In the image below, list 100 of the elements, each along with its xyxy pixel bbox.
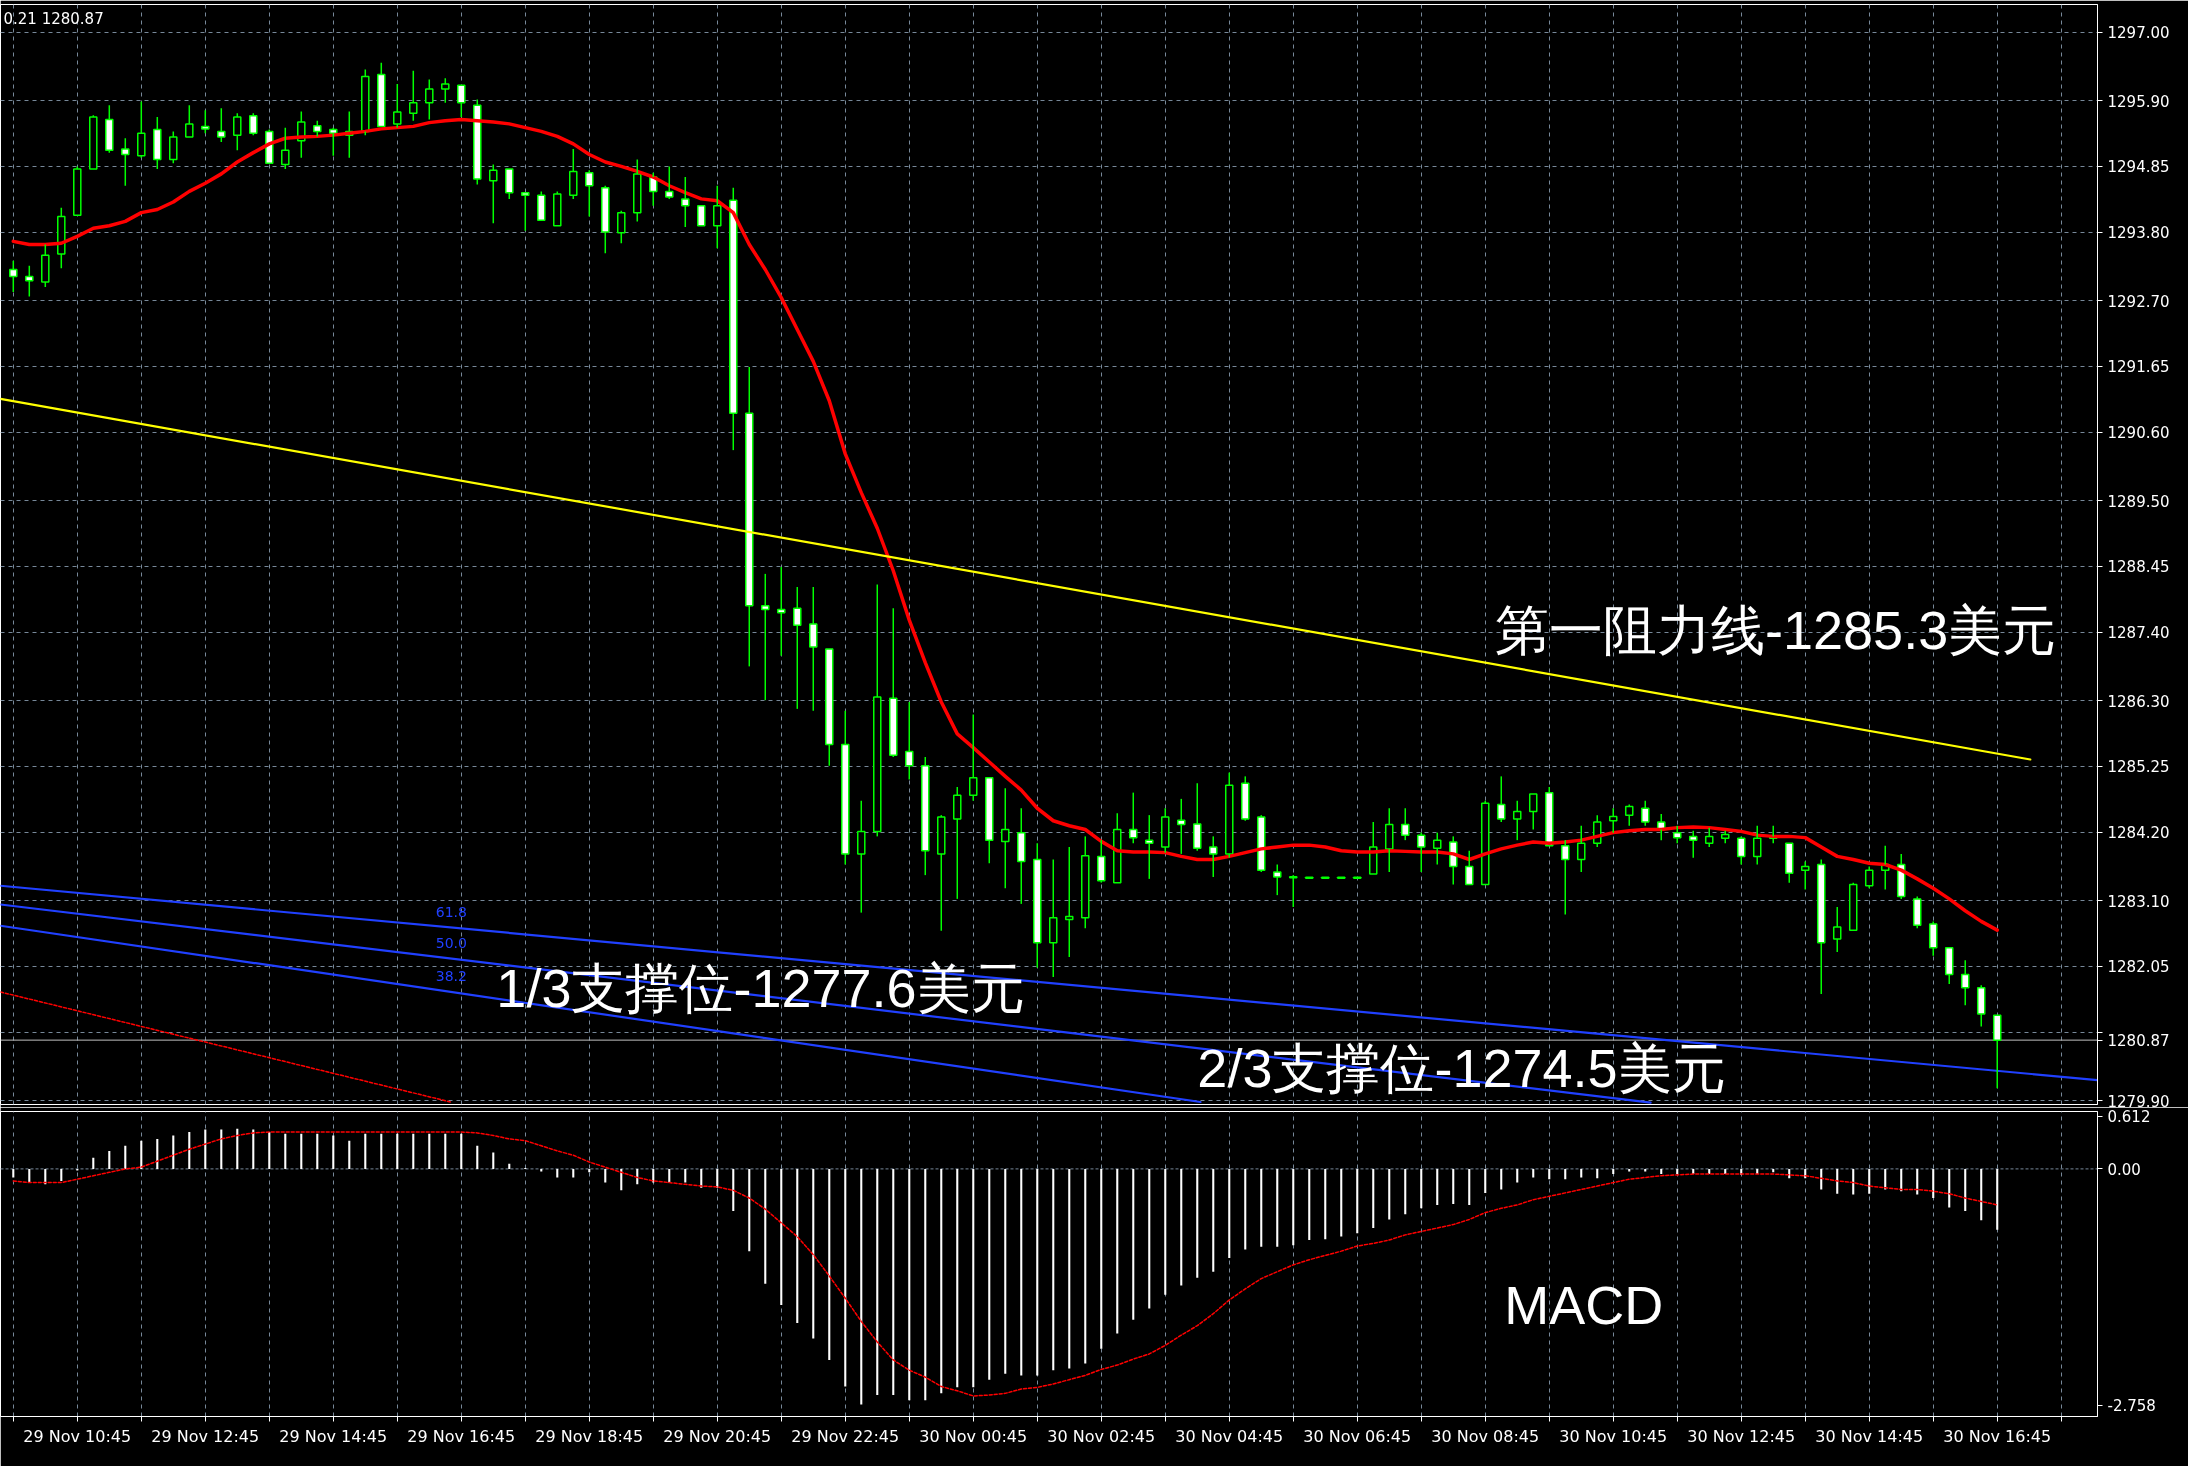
bar (1260, 1168, 1263, 1247)
bar (1052, 1168, 1055, 1371)
x-tick-label: 29 Nov 12:45 (151, 1426, 260, 1446)
bar (1564, 1168, 1567, 1180)
y-tick-label: 1283.10 (2107, 892, 2170, 911)
candlestick (1049, 858, 1058, 978)
bar (268, 1132, 271, 1169)
y-tick-label: 1282.05 (2107, 958, 2170, 977)
ref-line-label: 1280.87 (2107, 1032, 2170, 1051)
bar (492, 1152, 495, 1169)
x-tick-label: 30 Nov 16:45 (1943, 1426, 2052, 1446)
x-tick-label: 29 Nov 10:45 (23, 1426, 132, 1446)
bar (300, 1133, 303, 1169)
bar (1324, 1168, 1327, 1240)
bar (1020, 1168, 1023, 1376)
y-tick-label: 1284.20 (2107, 824, 2170, 842)
annotation: 0.21 1280.87 (3, 9, 104, 28)
bar (28, 1168, 31, 1183)
y-tick-label: 1285.25 (2107, 758, 2170, 777)
x-tick-label: 30 Nov 04:45 (1175, 1426, 1284, 1446)
bar (1132, 1168, 1135, 1320)
bar (892, 1168, 895, 1396)
x-tick-label: 29 Nov 16:45 (407, 1426, 516, 1446)
bar (316, 1133, 319, 1169)
bar (460, 1133, 463, 1169)
x-tick-label: 30 Nov 14:45 (1815, 1426, 1924, 1446)
bar (1228, 1168, 1231, 1258)
bar (1916, 1168, 1919, 1195)
series-label: 61.8 (435, 903, 467, 920)
candlestick (1017, 807, 1026, 905)
candlestick (1928, 920, 1938, 957)
bar (124, 1145, 127, 1169)
bar (348, 1140, 351, 1169)
x-tick-label: 29 Nov 22:45 (791, 1426, 900, 1446)
annotation: 第一阻力线-1285.3美元 (1495, 600, 2057, 661)
candlestick (713, 185, 722, 249)
y-tick-label: 1297.00 (2107, 24, 2170, 42)
line-series (11, 117, 1999, 932)
bar (332, 1135, 335, 1169)
bar (1068, 1168, 1071, 1369)
y-tick-label: 1279.90 (2107, 1092, 2170, 1111)
bar (1036, 1168, 1039, 1376)
candlestick (1576, 825, 1586, 873)
bar (1084, 1168, 1087, 1364)
bar (1436, 1168, 1439, 1205)
y-tick-label: 1287.40 (2107, 624, 2170, 642)
bar (476, 1145, 479, 1169)
bar (284, 1133, 287, 1169)
bar (1148, 1168, 1151, 1309)
bar (1308, 1168, 1311, 1241)
bar (1004, 1168, 1007, 1374)
candlestick (1720, 830, 1730, 844)
bar (1420, 1168, 1423, 1209)
bar (716, 1168, 719, 1188)
bar (972, 1168, 975, 1388)
candlestick (1528, 793, 1538, 831)
bar (220, 1129, 223, 1169)
series-label: 50.0 (435, 934, 467, 951)
bar (956, 1168, 959, 1388)
candlestick (1784, 842, 1794, 884)
y-tick-label: 1295.90 (2107, 92, 2170, 111)
bar (140, 1140, 143, 1169)
y-tick-label: 0.612 (2107, 1108, 2151, 1127)
candlestick (1976, 984, 1986, 1028)
bar (156, 1138, 159, 1169)
candlestick (1752, 825, 1762, 866)
candlestick (745, 366, 754, 668)
y-tick-label: 1289.50 (2107, 492, 2170, 511)
candlestick (777, 566, 786, 657)
x-tick-label: 30 Nov 10:45 (1559, 1426, 1668, 1446)
bar (828, 1168, 831, 1360)
candlestick (1320, 876, 1330, 879)
x-tick-label: 30 Nov 12:45 (1687, 1426, 1796, 1446)
candlestick (1352, 876, 1362, 879)
bar (412, 1133, 415, 1169)
bar (1468, 1168, 1471, 1205)
bar (1996, 1168, 1999, 1230)
bar (844, 1168, 847, 1387)
bar (764, 1168, 767, 1284)
candlestick (809, 586, 818, 712)
bar (1388, 1168, 1391, 1220)
bar (780, 1168, 783, 1306)
candlestick (985, 776, 994, 864)
candlestick (793, 586, 802, 710)
bar (1932, 1168, 1935, 1199)
candlestick (1992, 1014, 2002, 1089)
candlestick (1848, 881, 1858, 931)
bar (1980, 1168, 1983, 1221)
candlestick (761, 573, 770, 701)
bar (1212, 1168, 1215, 1272)
candlestick (1960, 959, 1970, 1006)
bar (684, 1168, 687, 1183)
bar (1964, 1168, 1967, 1211)
candlestick (1800, 860, 1810, 891)
bar (1500, 1168, 1503, 1190)
bar (1340, 1168, 1343, 1237)
bar (188, 1132, 191, 1169)
bar (396, 1133, 399, 1169)
y-tick-label: 1293.80 (2107, 224, 2170, 242)
series-label: 38.2 (435, 967, 467, 984)
